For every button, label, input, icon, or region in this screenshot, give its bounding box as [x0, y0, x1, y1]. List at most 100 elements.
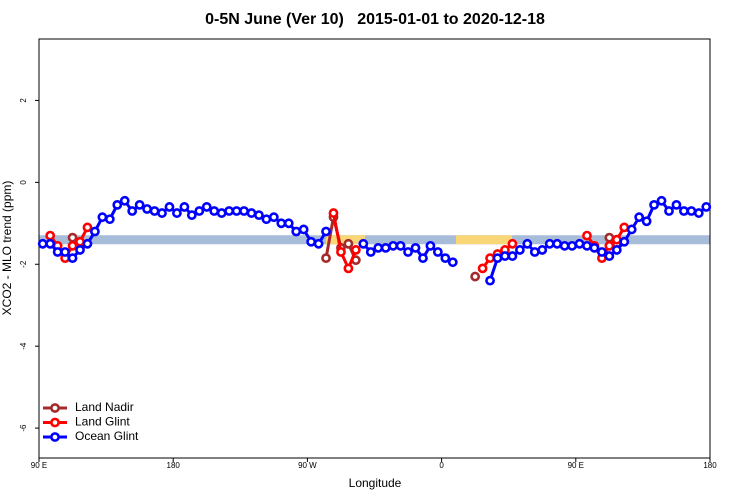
y-tick-label: -6: [19, 424, 28, 432]
data-point: [186, 210, 197, 221]
data-point: [283, 218, 294, 229]
data-point: [604, 232, 615, 243]
y-tick-label: 0: [19, 180, 28, 185]
data-point: [544, 238, 555, 249]
data-point: [656, 195, 667, 206]
y-axis-label: XCO2 - MLO trend (ppm): [0, 181, 14, 316]
data-point: [492, 253, 503, 264]
data-point: [671, 199, 682, 210]
legend-marker: [50, 417, 60, 428]
data-point: [254, 210, 264, 221]
data-point: [619, 236, 630, 247]
data-point: [201, 202, 212, 212]
data-point: [75, 245, 85, 255]
data-point: [119, 195, 130, 206]
legend-marker: [50, 432, 60, 442]
y-tick-label: 2: [19, 98, 28, 103]
data-point: [500, 251, 510, 261]
data-point: [604, 251, 615, 261]
x-tick-label: 180: [167, 461, 181, 470]
data-point: [268, 212, 279, 223]
data-point: [313, 238, 324, 249]
data-point: [45, 230, 56, 241]
data-point: [477, 263, 488, 274]
data-point: [343, 238, 354, 249]
data-point: [60, 247, 70, 257]
data-point: [67, 232, 78, 243]
data-point: [507, 238, 518, 249]
data-point: [261, 214, 272, 225]
data-point: [321, 226, 331, 237]
data-point: [514, 245, 525, 255]
data-point: [395, 240, 406, 251]
data-point: [596, 247, 607, 257]
data-point: [582, 230, 592, 241]
data-point: [306, 236, 317, 247]
data-point: [82, 222, 93, 233]
data-point: [619, 222, 630, 233]
data-point: [336, 247, 346, 257]
data-point: [328, 208, 339, 218]
data-point: [701, 202, 712, 212]
data-point: [410, 242, 421, 253]
data-point: [432, 247, 443, 257]
x-tick-label: 90 E: [568, 461, 584, 470]
data-point: [649, 199, 659, 210]
data-point: [216, 208, 227, 218]
data-point: [45, 238, 56, 249]
data-point: [604, 240, 615, 251]
data-point: [641, 216, 652, 227]
data-point: [291, 226, 302, 237]
data-point: [149, 206, 160, 216]
data-point: [179, 202, 190, 212]
x-tick-label: 90 W: [298, 461, 317, 470]
data-point: [37, 238, 48, 249]
chart-title: 0-5N June (Ver 10) 2015-01-01 to 2020-12…: [205, 11, 545, 28]
legend-label: Land Nadir: [75, 400, 134, 414]
data-point: [209, 206, 220, 216]
data-point: [559, 240, 570, 251]
data-point: [373, 242, 384, 253]
data-point: [231, 206, 242, 216]
data-point: [679, 206, 689, 216]
data-point: [350, 245, 361, 255]
data-point: [693, 208, 704, 218]
data-point: [365, 247, 376, 257]
x-tick-label: 90 E: [31, 461, 47, 470]
data-point: [52, 247, 63, 257]
data-point: [664, 206, 674, 216]
y-tick-label: -2: [19, 260, 28, 268]
data-point: [388, 240, 399, 251]
data-point: [97, 212, 108, 223]
data-point: [343, 263, 354, 274]
legend-label: Ocean Glint: [75, 429, 139, 443]
y-tick-label: -4: [19, 342, 28, 350]
data-point: [276, 218, 287, 229]
data-point: [470, 271, 481, 282]
data-point: [239, 206, 249, 216]
legend-marker: [50, 403, 60, 413]
data-point: [403, 247, 413, 257]
data-point: [172, 208, 182, 218]
data-point: [529, 247, 540, 257]
x-axis-label: Longitude: [349, 476, 402, 490]
data-point: [298, 224, 309, 235]
data-point: [82, 238, 93, 249]
data-point: [142, 204, 153, 214]
data-point: [589, 242, 600, 253]
data-point: [574, 238, 585, 249]
data-point: [134, 199, 145, 210]
data-point: [418, 253, 428, 264]
data-point: [112, 199, 123, 210]
data-point: [567, 240, 577, 251]
x-tick-label: 0: [439, 461, 444, 470]
data-point: [552, 238, 563, 249]
data-point: [485, 253, 495, 264]
data-point: [507, 251, 518, 261]
data-point: [164, 202, 175, 212]
data-point: [686, 206, 697, 216]
plot-frame: [38, 38, 711, 459]
data-point: [634, 212, 645, 223]
legend-label: Land Glint: [75, 415, 130, 429]
